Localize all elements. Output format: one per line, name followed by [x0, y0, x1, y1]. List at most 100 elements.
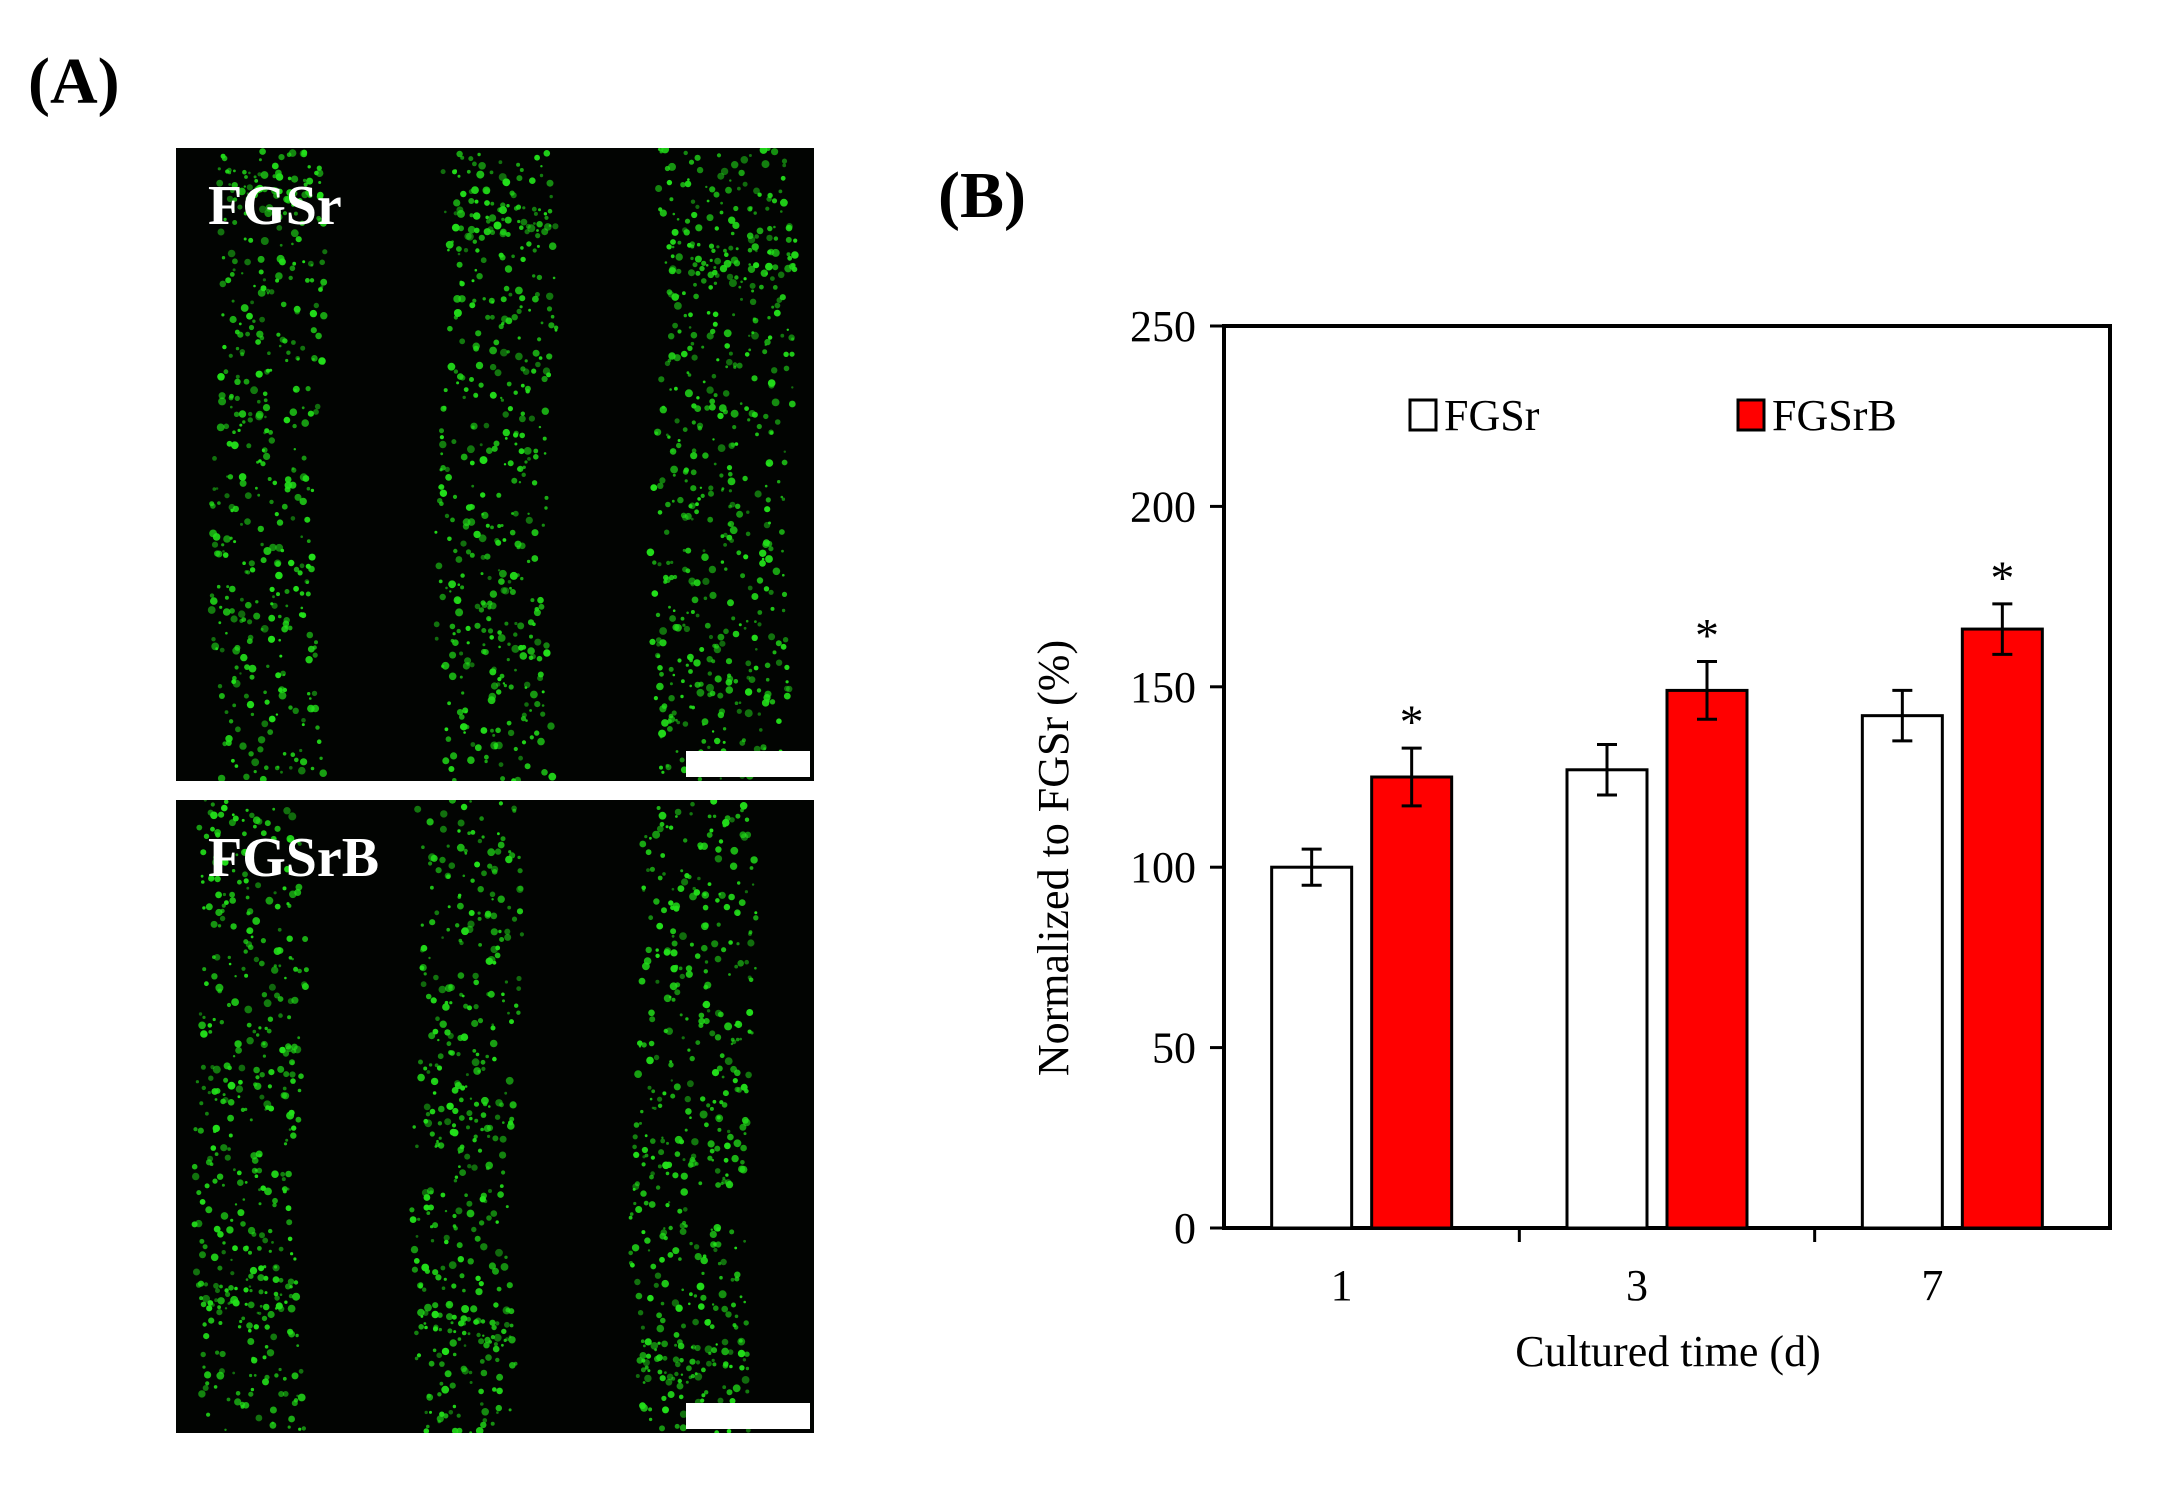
cell-dot [478, 1338, 485, 1345]
cell-dot [261, 186, 268, 193]
cell-dot [282, 1092, 290, 1100]
cell-dot [535, 233, 541, 239]
cell-dot [458, 295, 466, 303]
cell-dot [286, 935, 293, 942]
cell-dot [460, 1315, 468, 1322]
cell-dot [224, 710, 229, 714]
cell-dot [259, 1072, 265, 1078]
cell-dot [277, 947, 282, 952]
cell-dot [423, 1322, 427, 1325]
cell-dot [524, 359, 528, 363]
cell-dot [238, 473, 247, 481]
cell-dot [418, 1324, 424, 1330]
cell-dot [679, 1410, 688, 1418]
cell-dot [721, 1075, 725, 1079]
cell-dot [501, 1343, 504, 1347]
cell-dot [741, 1376, 750, 1384]
cell-dot [537, 737, 545, 746]
cell-dot [426, 1211, 431, 1215]
cell-dot [672, 1247, 680, 1255]
cell-dot [199, 1238, 205, 1244]
bar-fgsrb-day-7 [1960, 627, 2044, 1230]
cell-dot [759, 148, 768, 154]
cell-dot [500, 836, 506, 842]
cell-dot [689, 1055, 695, 1062]
cell-dot [707, 1155, 713, 1161]
cell-dot [547, 208, 553, 214]
cell-dot [750, 1031, 754, 1035]
cell-dot [462, 707, 469, 714]
cell-dot [459, 1273, 465, 1279]
cell-dot [243, 773, 250, 780]
cell-dot [456, 1413, 461, 1418]
cell-dot [452, 632, 456, 636]
cell-dot [495, 1357, 500, 1363]
cell-dot [489, 668, 497, 676]
cell-dot [463, 1344, 467, 1347]
cell-dot [486, 447, 493, 455]
cell-dot [301, 1426, 306, 1431]
cell-dot [222, 1097, 229, 1104]
cell-dot [206, 1305, 213, 1312]
cell-dot [258, 158, 262, 162]
cell-dot [706, 199, 710, 203]
cell-dot [661, 907, 667, 914]
cell-dot [668, 715, 676, 723]
cell-dot [514, 668, 517, 672]
cell-dot [258, 1202, 262, 1206]
cell-dot [482, 297, 486, 301]
cell-dot [208, 873, 215, 880]
cell-dot [234, 395, 240, 401]
cell-dot [297, 968, 302, 974]
cell-dot [200, 1064, 206, 1070]
cell-dot [482, 1101, 488, 1107]
cell-dot [489, 1039, 498, 1048]
cell-dot [676, 720, 681, 725]
cell-dot [467, 225, 476, 234]
cell-dot [494, 538, 500, 544]
cell-dot [677, 1378, 682, 1384]
cell-dot [238, 1079, 243, 1085]
cell-dot [453, 169, 457, 173]
cell-dot [271, 1241, 274, 1244]
cell-dot [420, 923, 424, 927]
cell-dot [275, 713, 279, 716]
cell-dot [684, 389, 693, 398]
cell-dot [740, 297, 743, 301]
cell-dot [719, 1053, 725, 1059]
cell-dot [218, 811, 225, 818]
cell-dot [514, 1003, 519, 1008]
cell-dot [233, 411, 240, 417]
cell-dot [467, 831, 471, 835]
cell-dot [706, 1319, 711, 1324]
cell-dot [719, 1100, 724, 1105]
cell-dot [757, 610, 763, 615]
cell-dot [740, 156, 749, 164]
cell-dot [745, 531, 751, 537]
cell-dot [467, 920, 475, 928]
cell-dot [704, 960, 709, 964]
cell-dot [499, 1151, 507, 1159]
cell-dot [242, 831, 247, 837]
cell-dot [751, 593, 759, 600]
cell-dot [305, 656, 313, 664]
cell-dot [250, 712, 255, 717]
cell-dot [683, 229, 690, 236]
cell-dot [712, 643, 717, 648]
cell-dot [218, 392, 226, 400]
cell-dot [456, 1242, 463, 1249]
cell-dot [203, 833, 210, 839]
cell-dot [661, 1340, 668, 1348]
cell-dot [469, 552, 475, 558]
cell-dot [714, 1145, 721, 1152]
cell-dot [457, 819, 465, 827]
cell-dot [471, 279, 475, 283]
cell-dot [690, 199, 696, 204]
cell-dot [464, 1153, 471, 1160]
cell-dot [467, 1005, 472, 1011]
cell-dot [248, 560, 255, 567]
cell-dot [739, 802, 748, 810]
cell-dot [440, 810, 448, 818]
cell-dot [724, 343, 730, 349]
cell-dot [509, 1101, 517, 1109]
